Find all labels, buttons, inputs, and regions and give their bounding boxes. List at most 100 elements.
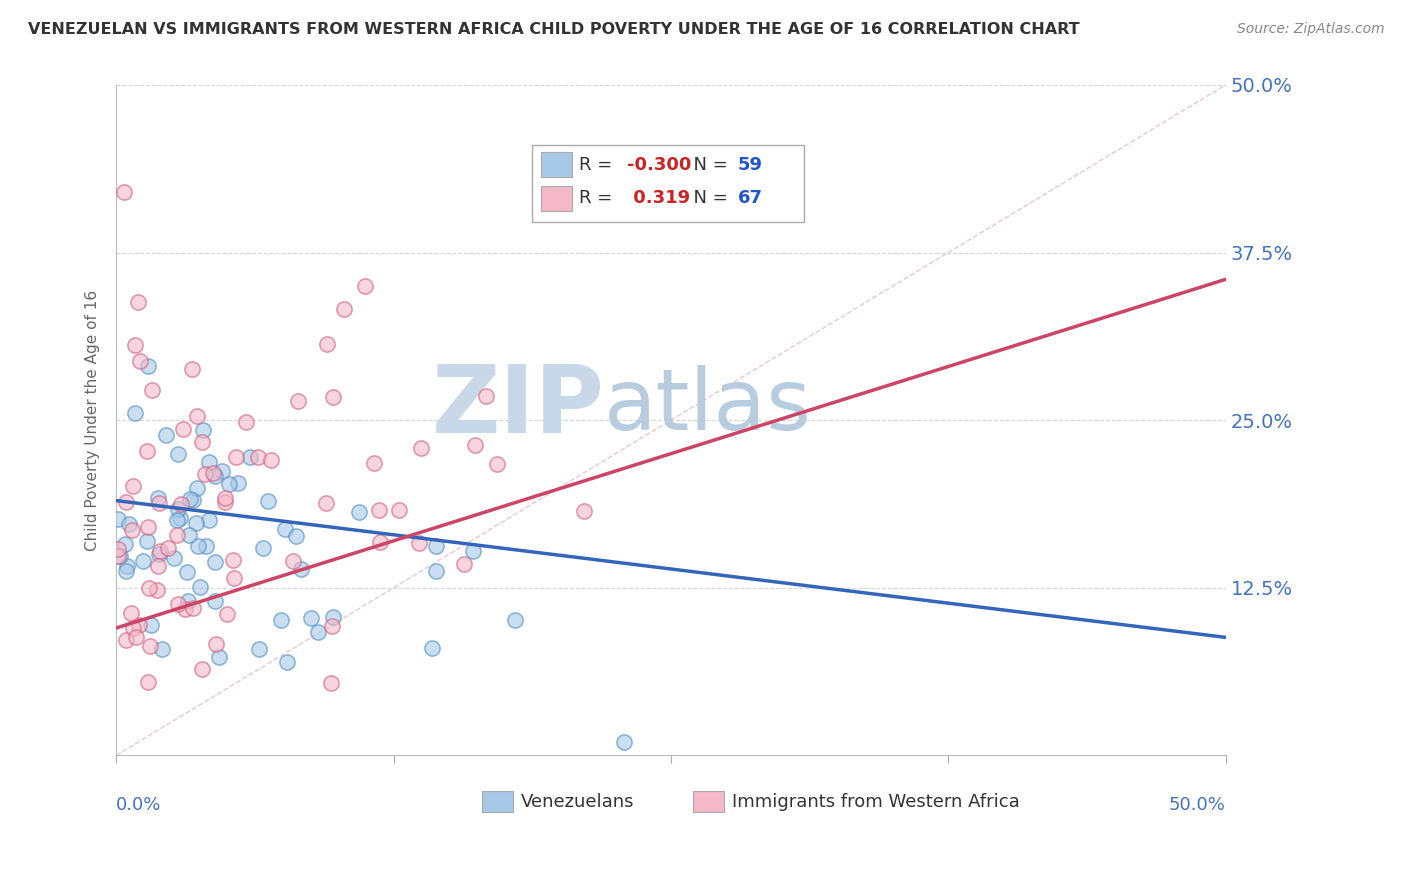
Point [146, 558, 169, 573]
Point [252, 541, 274, 555]
Point [145, 583, 167, 598]
Y-axis label: Child Poverty Under the Age of 16: Child Poverty Under the Age of 16 [86, 290, 100, 550]
Point [191, 424, 214, 438]
Point [235, 415, 257, 429]
Point [215, 607, 238, 621]
Point [270, 614, 292, 628]
Point [239, 450, 262, 464]
Point [204, 469, 226, 483]
Point [202, 467, 225, 481]
FancyBboxPatch shape [482, 791, 513, 813]
Point [107, 541, 129, 556]
Point [214, 495, 236, 509]
Point [283, 554, 305, 568]
Point [322, 609, 344, 624]
FancyBboxPatch shape [541, 152, 572, 178]
Text: 67: 67 [738, 189, 762, 207]
Text: Immigrants from Western Africa: Immigrants from Western Africa [733, 793, 1019, 811]
Point [246, 450, 269, 465]
Point [186, 481, 208, 495]
Text: R =: R = [579, 156, 617, 174]
Point [121, 523, 143, 537]
Point [321, 619, 343, 633]
Point [194, 467, 217, 482]
Point [333, 301, 356, 316]
Text: VENEZUELAN VS IMMIGRANTS FROM WESTERN AFRICA CHILD POVERTY UNDER THE AGE OF 16 C: VENEZUELAN VS IMMIGRANTS FROM WESTERN AF… [28, 22, 1080, 37]
Point [191, 662, 214, 676]
Text: N =: N = [682, 189, 734, 207]
Point [176, 565, 198, 579]
Text: 0.0%: 0.0% [117, 796, 162, 814]
Point [186, 409, 208, 424]
Point [167, 501, 190, 516]
Point [208, 649, 231, 664]
Point [163, 550, 186, 565]
Point [173, 602, 195, 616]
Point [179, 528, 201, 542]
Point [211, 464, 233, 478]
Point [179, 491, 201, 506]
Point [138, 674, 160, 689]
Point [115, 565, 138, 579]
Point [461, 544, 484, 558]
Point [464, 438, 486, 452]
Point [316, 337, 339, 351]
Text: atlas: atlas [605, 365, 813, 449]
Point [122, 621, 145, 635]
Point [204, 555, 226, 569]
Point [124, 406, 146, 420]
Point [290, 562, 312, 576]
Point [115, 558, 138, 573]
Text: ZIP: ZIP [432, 360, 605, 453]
Point [287, 394, 309, 409]
Point [188, 580, 211, 594]
Point [322, 390, 344, 404]
Text: 59: 59 [738, 156, 762, 174]
Point [136, 359, 159, 374]
FancyBboxPatch shape [693, 791, 724, 813]
Point [347, 505, 370, 519]
Point [114, 537, 136, 551]
Point [222, 570, 245, 584]
Point [388, 502, 411, 516]
Point [155, 428, 177, 442]
Point [107, 512, 129, 526]
Point [197, 455, 219, 469]
Text: Venezuelans: Venezuelans [522, 793, 634, 811]
Point [172, 422, 194, 436]
Point [128, 617, 150, 632]
Point [132, 554, 155, 568]
Point [148, 547, 170, 561]
Point [187, 539, 209, 553]
Point [315, 496, 337, 510]
Point [363, 456, 385, 470]
Point [276, 655, 298, 669]
Point [176, 594, 198, 608]
Point [425, 565, 447, 579]
Point [204, 637, 226, 651]
Point [204, 593, 226, 607]
Point [181, 601, 204, 615]
Point [124, 338, 146, 352]
FancyBboxPatch shape [533, 145, 804, 222]
Point [420, 641, 443, 656]
Point [181, 492, 204, 507]
Point [574, 504, 596, 518]
Point [368, 503, 391, 517]
Point [169, 510, 191, 524]
Point [114, 185, 136, 199]
Point [135, 534, 157, 549]
Point [613, 735, 636, 749]
Point [274, 522, 297, 536]
Point [127, 294, 149, 309]
Text: N =: N = [682, 156, 734, 174]
Point [108, 549, 131, 563]
Text: 50.0%: 50.0% [1168, 796, 1226, 814]
Point [150, 642, 173, 657]
Point [122, 479, 145, 493]
Point [256, 494, 278, 508]
Point [408, 535, 430, 549]
Point [195, 539, 218, 553]
Point [214, 491, 236, 506]
Point [129, 354, 152, 368]
